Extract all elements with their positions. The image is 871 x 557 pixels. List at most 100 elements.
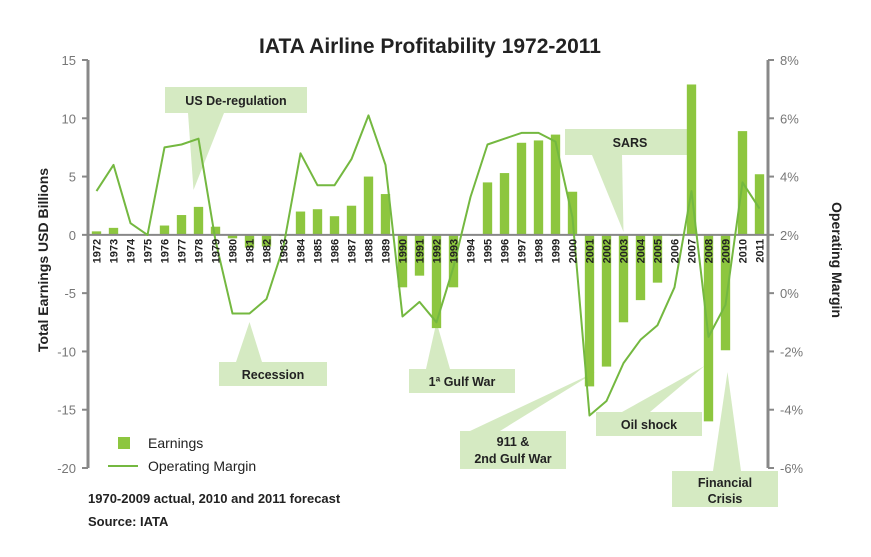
earnings-bar-1984 (295, 211, 306, 235)
legend-operating-margin-label: Operating Margin (148, 458, 256, 474)
x-tick-label-1997: 1997 (517, 239, 529, 263)
y-tick-left-label: -10 (57, 344, 76, 359)
x-tick-label-2004: 2004 (636, 238, 648, 263)
x-tick-label-1980: 1980 (228, 239, 240, 263)
callout-label: US De-regulation (185, 94, 286, 108)
y-tick-left-label: -20 (57, 461, 76, 476)
operating-margin-polyline (95, 114, 761, 417)
earnings-bar-2009 (720, 234, 731, 351)
x-tick-label-1977: 1977 (177, 239, 189, 263)
earnings-bar-1992 (431, 234, 442, 329)
callout-label: 2nd Gulf War (474, 452, 551, 466)
x-tick-label-1998: 1998 (534, 239, 546, 263)
earnings-bar-1990 (397, 234, 408, 288)
x-tick-label-1973: 1973 (109, 239, 121, 263)
callout-label: SARS (613, 136, 648, 150)
callout-recession: Recession (219, 322, 327, 386)
x-tick-label-1983: 1983 (279, 239, 291, 263)
x-tick-label-1972: 1972 (92, 239, 104, 263)
x-tick-label-2010: 2010 (738, 239, 750, 263)
callout-label: Recession (242, 368, 305, 382)
callout-sars: SARS (565, 129, 695, 232)
y-tick-right-label: 0% (780, 286, 799, 301)
callout-box (565, 129, 695, 155)
callout-pointer (236, 322, 262, 362)
y-tick-right-label: -6% (780, 461, 804, 476)
callout-box (409, 369, 515, 393)
x-tick-label-2005: 2005 (653, 239, 665, 263)
x-tick-label-1978: 1978 (194, 239, 206, 263)
earnings-bar-1995 (482, 182, 493, 235)
y-tick-right-label: -2% (780, 344, 804, 359)
note-source: Source: IATA (88, 514, 169, 529)
earnings-bar-1997 (516, 142, 527, 235)
earnings-bar-1989 (380, 194, 391, 235)
callout-financial-crisis: Financial Crisis (672, 372, 778, 507)
x-tick-label-1981: 1981 (245, 239, 257, 263)
y-tick-right-label: 2% (780, 228, 799, 243)
chart-title: IATA Airline Profitability 1972-2011 (259, 35, 601, 58)
x-tick-label-1986: 1986 (330, 239, 342, 263)
callout-box (460, 431, 566, 469)
callout-label: Crisis (708, 492, 743, 506)
earnings-bar-1986 (329, 216, 340, 235)
x-axis-ticks: 1972 1973 1974 1975 1976 1977 1978 1979 1980 1981… (92, 238, 767, 263)
earnings-bar-2007 (686, 84, 697, 235)
callout-911-gulf-war-2: 911 & 2nd Gulf War (460, 372, 596, 469)
earnings-bar-1987 (346, 205, 357, 235)
earnings-bar-2005 (652, 234, 663, 283)
callout-label: 1ª Gulf War (429, 375, 496, 389)
y-tick-left-label: 5 (69, 170, 76, 185)
earnings-bar-1985 (312, 209, 323, 235)
earnings-bar-1977 (176, 215, 187, 235)
y-tick-right-label: 6% (780, 111, 799, 126)
x-tick-label-1982: 1982 (262, 239, 274, 263)
x-tick-label-2007: 2007 (687, 239, 699, 263)
y-axis-left-label: Total Earnings USD Billions (35, 168, 51, 352)
y-tick-right-label: -4% (780, 403, 804, 418)
x-tick-label-1985: 1985 (313, 239, 325, 263)
earnings-bar-1998 (533, 140, 544, 235)
x-tick-label-1993: 1993 (449, 239, 461, 263)
callout-box (672, 471, 778, 507)
earnings-bar-1988 (363, 176, 374, 235)
y-axis-right: 8% 6% 4% 2% 0% -2% -4% -6% (766, 53, 804, 476)
x-tick-label-2011: 2011 (755, 239, 767, 263)
x-tick-label-1994: 1994 (466, 238, 478, 263)
x-tick-label-2006: 2006 (670, 239, 682, 263)
earnings-bar-1982 (261, 234, 272, 247)
x-tick-label-2002: 2002 (602, 239, 614, 263)
earnings-bar-2003 (618, 234, 629, 323)
callout-label: 911 & (497, 435, 530, 449)
x-tick-label-2003: 2003 (619, 239, 631, 263)
callout-label: Financial (698, 476, 752, 490)
earnings-bar-1981 (244, 234, 255, 248)
x-tick-label-1999: 1999 (551, 239, 563, 263)
callout-oil-shock: Oil shock (596, 366, 705, 436)
callout-pointer (592, 155, 624, 232)
y-tick-left-label: -15 (57, 403, 76, 418)
legend-bar-swatch (118, 437, 130, 449)
y-tick-left-label: 0 (69, 228, 76, 243)
earnings-bar-2004 (635, 234, 646, 301)
y-axis-right-label: Operating Margin (829, 202, 845, 318)
x-tick-label-1975: 1975 (143, 239, 155, 263)
callout-box (596, 412, 702, 436)
callout-label: Oil shock (621, 418, 677, 432)
y-axis-left: 15 10 5 0 -5 -10 -15 -20 (57, 53, 90, 476)
legend-earnings-label: Earnings (148, 435, 203, 451)
callout-pointer (622, 366, 705, 412)
callout-box (219, 362, 327, 386)
x-tick-label-1987: 1987 (347, 239, 359, 263)
callout-gulf-war-1: 1ª Gulf War (409, 322, 515, 393)
earnings-bar-2001 (584, 234, 595, 387)
earnings-bar-1972 (91, 231, 102, 235)
y-tick-left-label: 10 (62, 111, 76, 126)
callout-pointer (188, 113, 224, 190)
callout-us-deregulation: US De-regulation (165, 87, 307, 190)
earnings-bar-1980 (227, 234, 238, 239)
callout-pointer (470, 372, 596, 431)
earnings-bar-1978 (193, 206, 204, 235)
x-tick-label-2008: 2008 (704, 239, 716, 263)
